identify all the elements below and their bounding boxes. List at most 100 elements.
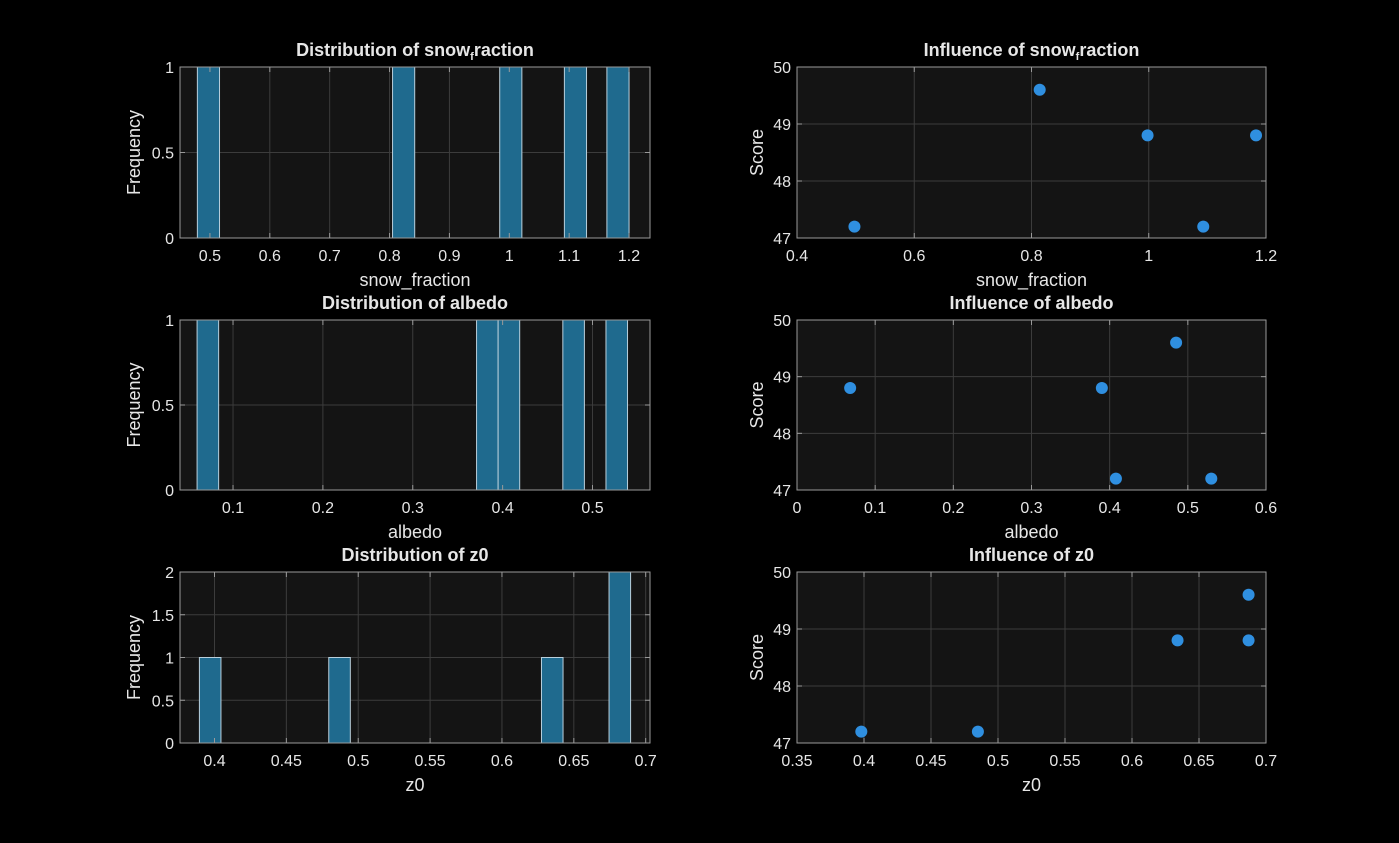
y-tick-label: 0 <box>165 736 174 753</box>
histogram-bar <box>562 319 585 491</box>
histogram-bar <box>497 319 521 491</box>
x-axis-label: albedo <box>1004 522 1058 542</box>
x-tick-label: 0.4 <box>203 753 225 770</box>
chart-title: Influence of z0 <box>969 545 1094 565</box>
x-tick-label: 1.2 <box>618 248 640 265</box>
x-tick-label: 0.6 <box>903 248 925 265</box>
y-tick-label: 0 <box>165 483 174 500</box>
scatter-point <box>1171 634 1184 647</box>
chart-title-suffix: raction <box>1079 40 1139 60</box>
y-axis-label: Score <box>747 129 767 176</box>
x-tick-label: 0.7 <box>319 248 341 265</box>
scatter-point <box>844 382 857 394</box>
x-tick-label: 0.8 <box>378 248 400 265</box>
x-axis-label: albedo <box>388 522 442 542</box>
y-tick-label: 49 <box>773 370 791 387</box>
x-tick-label: 0.9 <box>438 248 460 265</box>
chart-title: Distribution of z0 <box>342 545 489 565</box>
scatter-point <box>1242 588 1255 601</box>
histogram-z0: 0.4 0.45 0.5 0.55 0.6 0.65 0.7 0 0.5 1 1.5 2 z0 Frequ… <box>124 545 657 795</box>
x-tick-label: 0.65 <box>1183 753 1214 770</box>
y-axis-label: Score <box>747 634 767 681</box>
scatter-snow-fraction: 0.4 0.6 0.8 1 1.2 47 48 49 50 snow_fraction Score I… <box>747 40 1277 291</box>
x-tick-label: 0.7 <box>635 753 657 770</box>
y-tick-label: 48 <box>773 426 791 443</box>
histogram-bar <box>198 657 222 744</box>
x-tick-label: 0.4 <box>491 500 513 517</box>
x-tick-label: 0.45 <box>271 753 302 770</box>
x-tick-label: 1 <box>1144 248 1153 265</box>
chart-title-text: Influence of albedo <box>949 293 1113 313</box>
y-axis-label: Frequency <box>124 362 144 447</box>
x-axis-label: z0 <box>1022 775 1041 795</box>
x-tick-label: 0.5 <box>581 500 603 517</box>
y-tick-label: 50 <box>773 313 791 330</box>
x-tick-label: 1.2 <box>1255 248 1277 265</box>
x-axis-label: snow_fraction <box>359 270 470 291</box>
axes-frame <box>796 571 1267 744</box>
chart-title: Distribution of snowfraction <box>296 40 534 63</box>
x-axis-label: z0 <box>405 775 424 795</box>
scatter-point <box>1141 129 1154 142</box>
chart-title-suffix: raction <box>474 40 534 60</box>
y-tick-label: 1 <box>165 651 174 668</box>
scatter-point <box>848 220 861 233</box>
scatter-point <box>1170 336 1183 349</box>
scatter-z0: 0.35 0.4 0.45 0.5 0.55 0.6 0.65 0.7 47 48 49 50 z0 Sc… <box>747 545 1277 795</box>
histogram-bar <box>328 657 351 744</box>
x-tick-label: 0.45 <box>915 753 946 770</box>
x-tick-label: 0.3 <box>402 500 424 517</box>
plot-area <box>797 572 1266 743</box>
histogram-bar <box>608 571 632 744</box>
scatter-point <box>1205 472 1218 485</box>
x-tick-label: 0.4 <box>1099 500 1121 517</box>
scatter-point <box>1242 634 1255 647</box>
x-tick-label: 0.5 <box>347 753 369 770</box>
x-axis-label: snow_fraction <box>976 270 1087 291</box>
y-tick-label: 0.5 <box>152 693 174 710</box>
x-tick-label: 0 <box>793 500 802 517</box>
histogram-bar <box>606 66 630 239</box>
x-tick-label: 0.6 <box>491 753 513 770</box>
x-tick-label: 0.4 <box>853 753 875 770</box>
x-tick-label: 0.6 <box>1121 753 1143 770</box>
y-tick-label: 47 <box>773 231 791 248</box>
chart-title-subscript: f <box>470 51 474 63</box>
y-tick-label: 48 <box>773 174 791 191</box>
histogram-bar <box>563 66 588 239</box>
scatter-point <box>1250 129 1263 142</box>
y-tick-label: 0.5 <box>152 146 174 163</box>
x-tick-label: 0.2 <box>942 500 964 517</box>
x-tick-label: 0.35 <box>781 753 812 770</box>
scatter-point <box>971 725 984 738</box>
scatter-point <box>1109 472 1122 485</box>
x-tick-label: 0.6 <box>1255 500 1277 517</box>
x-tick-label: 0.1 <box>864 500 886 517</box>
histogram-bar <box>392 66 416 239</box>
histogram-bar <box>196 319 220 491</box>
y-tick-label: 49 <box>773 622 791 639</box>
chart-title-text: Distribution of snow <box>296 40 471 60</box>
x-tick-label: 0.2 <box>312 500 334 517</box>
chart-title: Influence of albedo <box>949 293 1113 313</box>
y-tick-label: 1 <box>165 60 174 77</box>
scatter-point <box>1033 83 1046 96</box>
chart-title-text: Distribution of albedo <box>322 293 508 313</box>
x-tick-label: 0.5 <box>987 753 1009 770</box>
y-tick-label: 50 <box>773 565 791 582</box>
x-tick-label: 1 <box>505 248 514 265</box>
y-tick-label: 47 <box>773 736 791 753</box>
histogram-snow-fraction: 0.5 0.6 0.7 0.8 0.9 1 1.1 1.2 0 0.5 1 snow_fraction… <box>124 40 651 291</box>
y-tick-label: 2 <box>165 565 174 582</box>
histogram-bar <box>540 657 564 744</box>
x-tick-label: 0.65 <box>558 753 589 770</box>
scatter-point <box>855 725 868 738</box>
chart-title: Influence of snowfraction <box>924 40 1140 63</box>
y-tick-label: 47 <box>773 483 791 500</box>
histogram-bar <box>605 319 629 491</box>
x-tick-label: 0.55 <box>415 753 446 770</box>
y-tick-label: 50 <box>773 60 791 77</box>
x-tick-label: 0.4 <box>786 248 808 265</box>
chart-title-text: Distribution of z0 <box>342 545 489 565</box>
histogram-albedo: 0.1 0.2 0.3 0.4 0.5 0 0.5 1 albedo Frequency Distr… <box>124 293 651 542</box>
